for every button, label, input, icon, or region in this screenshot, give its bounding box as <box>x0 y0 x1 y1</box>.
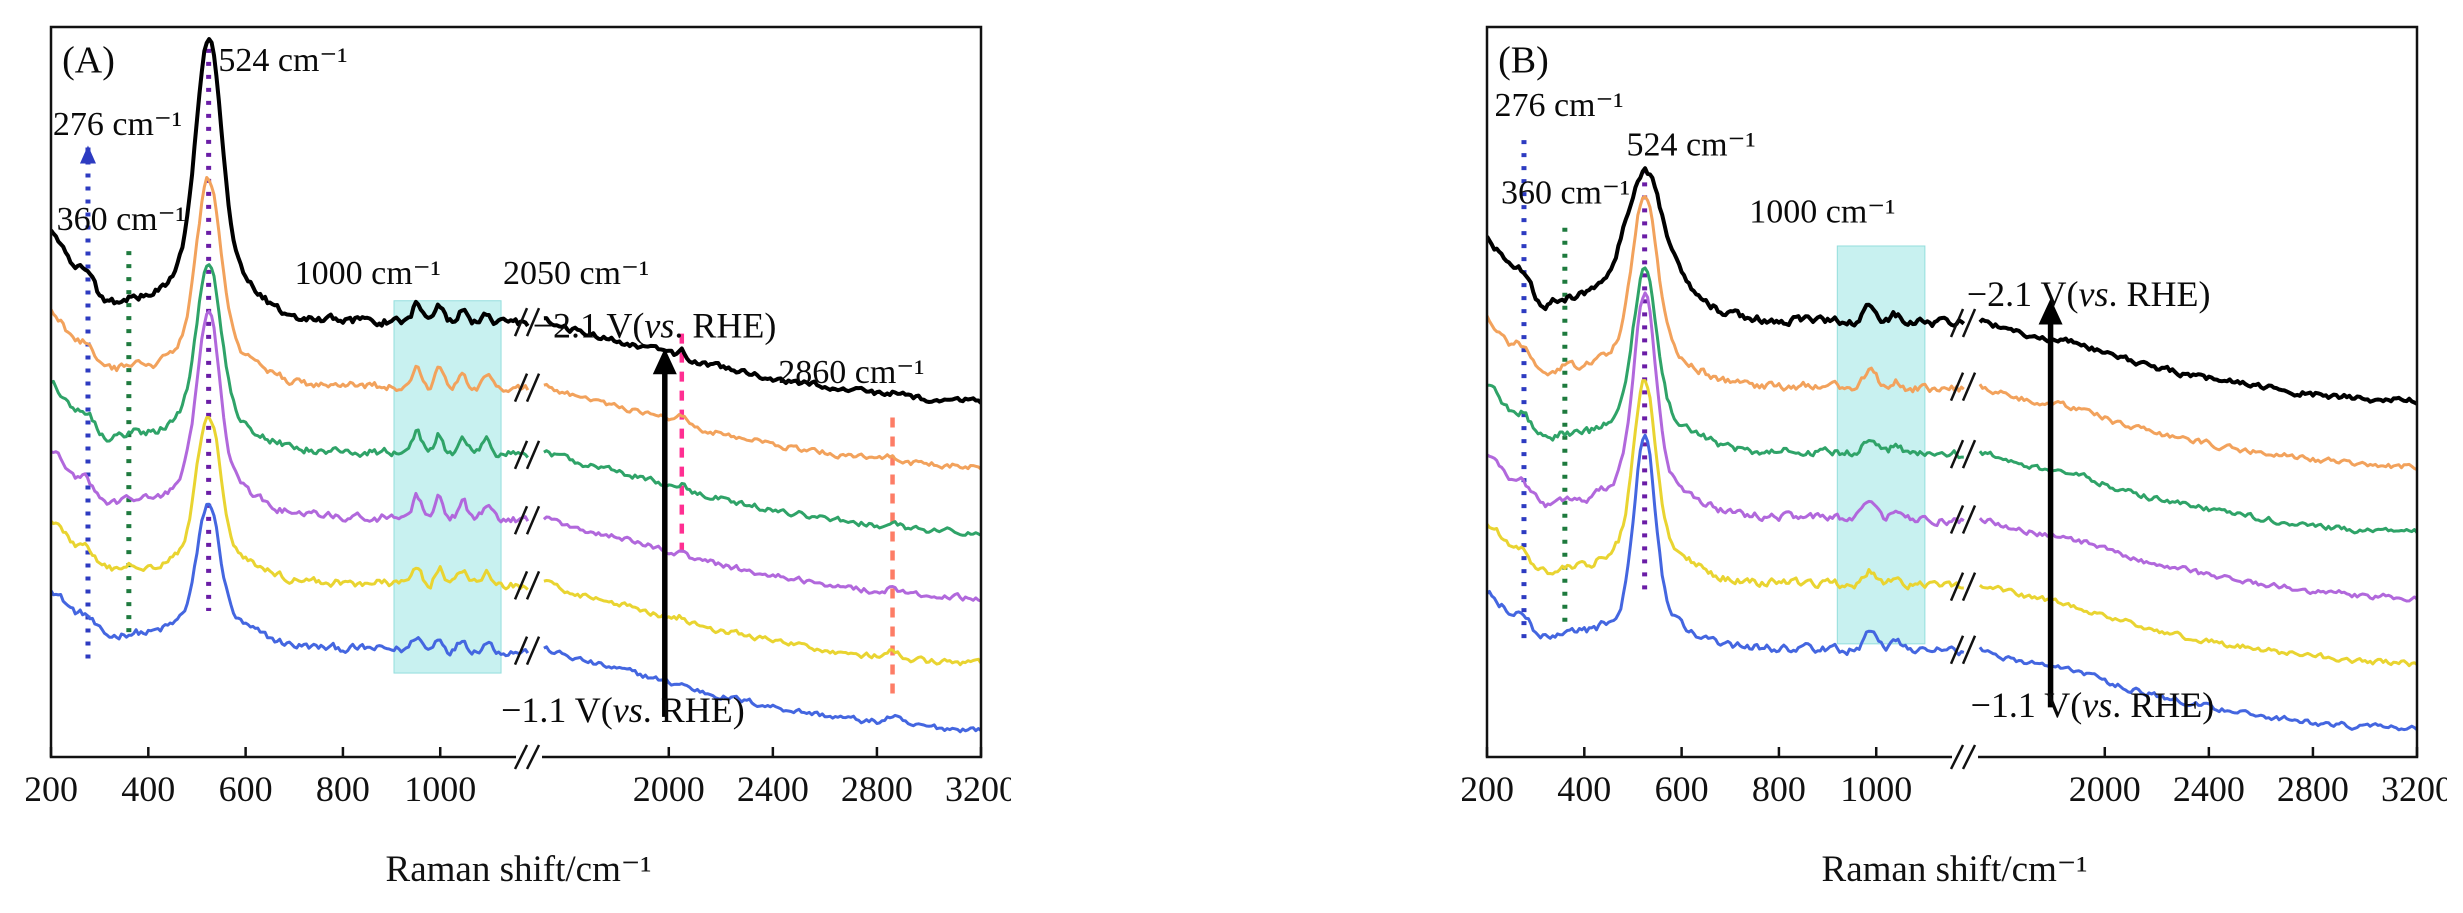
spectrum-curve-3-left <box>51 263 529 459</box>
curve-break-mark <box>513 636 529 666</box>
x-tick-label-1000: 1000 <box>1840 769 1912 809</box>
annotation-peak-1000-label-b: 1000 cm⁻¹ <box>1749 194 1895 231</box>
x-tick-label-2800: 2800 <box>841 769 913 809</box>
raman-panel-a: 200 400 600 800 1000 2000 2400 2800 3200 (A) 524 c… <box>26 12 1011 913</box>
curve-break-mark <box>1961 572 1977 602</box>
axis-break-mark <box>1961 744 1977 770</box>
x-tick-label-400: 400 <box>1557 769 1611 809</box>
curve-break-mark <box>1949 308 1965 338</box>
curve-break-mark <box>1949 372 1965 402</box>
potential-sweep-arrowhead <box>2038 298 2063 325</box>
spectrum-curve-6-bottom-right <box>543 645 981 734</box>
spectrum-curve-6-bottom-left <box>1487 433 1965 657</box>
potential-sweep-arrowhead <box>652 348 677 375</box>
annotation-panel-label-a: (A) <box>62 39 115 81</box>
curve-break-mark <box>1961 308 1977 338</box>
spectrum-curve-4-left <box>1487 291 1965 528</box>
curve-break-mark <box>525 505 541 535</box>
curve-break-mark <box>513 373 529 403</box>
spectrum-curve-5-right <box>543 579 981 667</box>
curve-break-mark <box>1961 372 1977 402</box>
spectra-plot-b: 200 400 600 800 1000 2000 2400 2800 3200 (B) 276 c… <box>1462 25 2447 809</box>
annotation-potential-bottom-label-b: −1.1 V(vs. RHE) <box>1971 685 2215 725</box>
annotation-peak-276-label-a: 276 cm⁻¹ <box>53 106 182 143</box>
spectrum-curve-4-left <box>51 310 530 524</box>
spectrum-curve-1-top-left <box>1487 166 1966 328</box>
axis-break-mark <box>525 744 541 770</box>
annotation-peak-360-label-b: 360 cm⁻¹ <box>1501 175 1630 212</box>
spectrum-curve-5-left <box>1487 379 1964 591</box>
x-tick-label-800: 800 <box>316 769 370 809</box>
annotation-peak-2860-label-a: 2860 cm⁻¹ <box>778 354 924 391</box>
curve-break-mark <box>1949 635 1965 665</box>
x-tick-label-2000: 2000 <box>2069 769 2141 809</box>
spectrum-curve-3-right <box>543 449 981 537</box>
curve-break-mark <box>513 570 529 600</box>
spectrum-curve-1-top-right <box>543 316 981 405</box>
x-tick-label-1000: 1000 <box>404 769 476 809</box>
annotation-peak-524-label-a: 524 cm⁻¹ <box>218 42 347 79</box>
spectrum-curve-3-left <box>1487 266 1964 460</box>
curve-break-mark <box>513 307 529 337</box>
spectrum-curve-2-left <box>51 176 530 394</box>
curve-break-mark <box>513 505 529 535</box>
curve-break-mark <box>1949 439 1965 469</box>
annotation-peak-2050-label-a: 2050 cm⁻¹ <box>503 255 649 292</box>
spectrum-curve-6-bottom-left <box>51 502 530 658</box>
spectrum-curve-2-right <box>543 382 981 471</box>
annotation-panel-label-b: (B) <box>1498 39 1549 81</box>
annotation-potential-bottom-label-a: −1.1 V(vs. RHE) <box>501 690 745 730</box>
x-tick-label-2400: 2400 <box>737 769 809 809</box>
x-tick-label-2800: 2800 <box>2277 769 2349 809</box>
highlight-region-1000cm <box>393 300 502 674</box>
spectrum-curve-4-right <box>542 515 981 603</box>
x-tick-label-600: 600 <box>1655 769 1709 809</box>
x-axis-label-b: Raman shift/cm⁻¹ <box>1821 849 2088 890</box>
curve-break-mark <box>525 570 541 600</box>
x-tick-label-2400: 2400 <box>2173 769 2245 809</box>
curve-break-mark <box>1949 572 1965 602</box>
axis-break-mark <box>1949 744 1965 770</box>
annotation-peak-360-label-a: 360 cm⁻¹ <box>57 201 186 238</box>
annotation-potential-top-label-a: −2.1 V(vs. RHE) <box>533 305 777 345</box>
annotation-peak-1000-label-a: 1000 cm⁻¹ <box>295 255 441 292</box>
raman-panel-b: 200 400 600 800 1000 2000 2400 2800 3200 (B) 276 c… <box>1462 12 2447 913</box>
spectra-plot-a: 200 400 600 800 1000 2000 2400 2800 3200 (A) 524 c… <box>26 25 1011 809</box>
x-tick-label-200: 200 <box>26 769 78 809</box>
guide-arrowhead-276cm <box>79 145 96 164</box>
curve-break-mark <box>525 307 541 337</box>
x-tick-label-2000: 2000 <box>633 769 705 809</box>
curve-break-mark <box>1961 504 1977 534</box>
x-tick-label-400: 400 <box>121 769 175 809</box>
plot-border <box>1485 25 2419 759</box>
x-tick-label-3200: 3200 <box>2381 769 2447 809</box>
annotation-potential-top-label-b: −2.1 V(vs. RHE) <box>1967 274 2211 314</box>
axis-break-mark <box>513 744 529 770</box>
annotation-peak-524-label-b: 524 cm⁻¹ <box>1627 126 1756 163</box>
x-tick-label-200: 200 <box>1462 769 1514 809</box>
annotation-peak-276-label-b: 276 cm⁻¹ <box>1494 87 1623 124</box>
spectrum-curve-1-top-left <box>51 37 530 328</box>
curve-break-mark <box>525 373 541 403</box>
curve-break-mark <box>1961 635 1977 665</box>
spectrum-curve-1-top-right <box>1978 317 2417 406</box>
curve-break-mark <box>1961 439 1977 469</box>
curve-break-mark <box>513 440 529 470</box>
x-tick-label-800: 800 <box>1752 769 1806 809</box>
plot-border <box>49 25 983 759</box>
curve-break-mark <box>525 440 541 470</box>
x-axis-label-a: Raman shift/cm⁻¹ <box>385 849 652 890</box>
curve-break-mark <box>525 636 541 666</box>
curve-break-mark <box>1949 504 1965 534</box>
spectrum-curve-5-left <box>51 416 529 591</box>
x-tick-label-3200: 3200 <box>945 769 1011 809</box>
spectrum-curve-2-left <box>1487 195 1965 394</box>
x-tick-label-600: 600 <box>219 769 273 809</box>
